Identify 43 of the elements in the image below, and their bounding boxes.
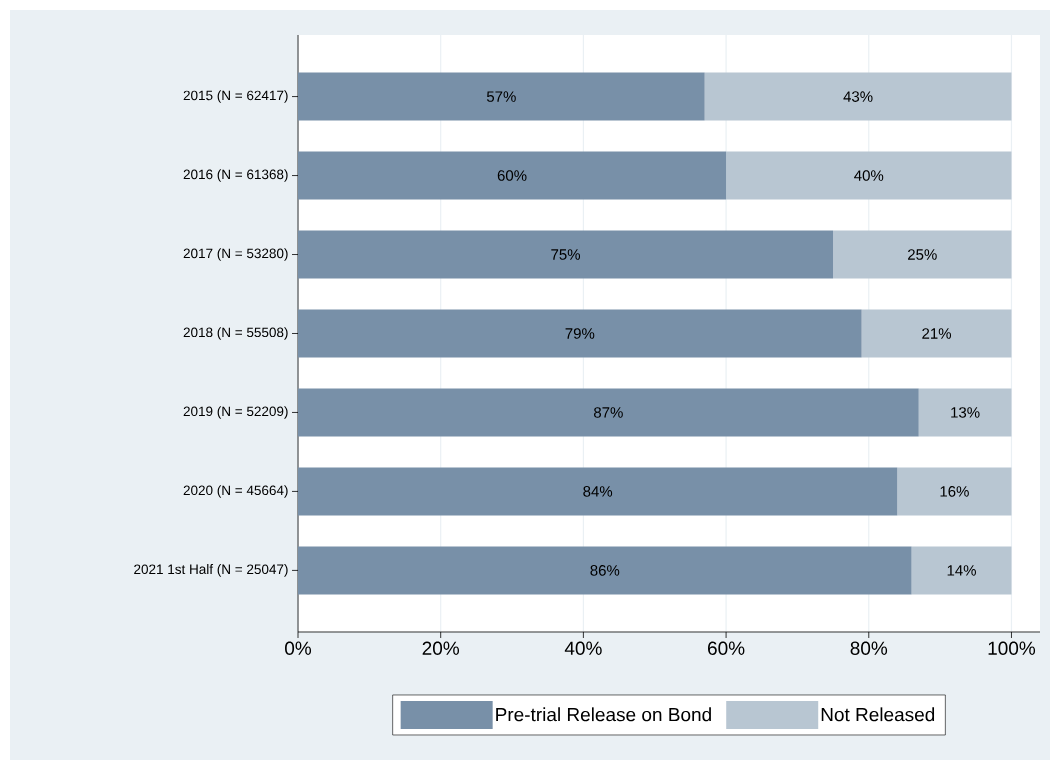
bar <box>861 309 1012 358</box>
data-label: 84% <box>583 486 613 497</box>
data-label: 57% <box>486 91 516 102</box>
data-label: 14% <box>947 565 976 576</box>
bar <box>918 388 1012 437</box>
y-tick-label: 2018 (N = 55508) <box>183 327 288 340</box>
bar <box>833 230 1012 279</box>
bar <box>897 467 1012 516</box>
bar <box>298 309 862 358</box>
bar <box>298 546 912 595</box>
data-label: 60% <box>497 170 527 181</box>
y-tick-label: 2021 1st Half (N = 25047) <box>134 564 288 577</box>
bar <box>911 546 1012 595</box>
x-tick-label: 80% <box>850 641 888 655</box>
data-label: 16% <box>940 486 969 497</box>
x-tick-label: 20% <box>422 641 460 655</box>
data-label: 87% <box>594 407 623 418</box>
bar <box>298 388 919 437</box>
x-tick-label: 100% <box>988 641 1036 655</box>
y-tick-label: 2017 (N = 53280) <box>183 248 288 261</box>
data-label: 43% <box>843 91 873 102</box>
data-label: 79% <box>565 328 595 339</box>
x-tick-label: 60% <box>708 641 745 655</box>
bar <box>298 72 705 121</box>
y-tick-label: 2019 (N = 52209) <box>183 406 288 419</box>
bar <box>298 151 727 200</box>
bar <box>704 72 1012 121</box>
data-label: 40% <box>854 170 884 181</box>
data-label: 86% <box>590 565 620 576</box>
y-tick-label: 2020 (N = 45664) <box>183 485 288 498</box>
data-label: 13% <box>951 407 980 418</box>
y-tick-label: 2015 (N = 62417) <box>183 90 288 103</box>
data-label: 75% <box>551 249 581 260</box>
x-tick-label: 40% <box>564 641 602 655</box>
y-tick-label: 2016 (N = 61368) <box>183 169 288 182</box>
legend-label: Pre-trial Release on Bond <box>496 707 711 722</box>
bar <box>298 230 834 279</box>
data-label: 21% <box>922 328 952 339</box>
data-label: 25% <box>908 249 937 260</box>
bar <box>298 467 898 516</box>
bar <box>726 151 1012 200</box>
legend-label: Not Released <box>821 707 935 722</box>
x-tick-label: 0% <box>285 641 312 655</box>
